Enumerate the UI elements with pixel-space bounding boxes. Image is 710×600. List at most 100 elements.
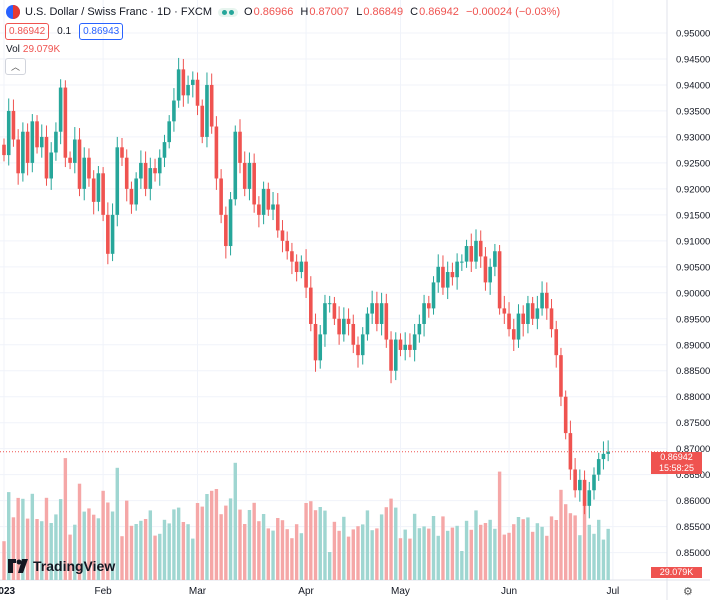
candle-body <box>323 303 327 335</box>
candle-body <box>596 459 601 475</box>
volume-bar <box>115 467 119 580</box>
volume-bar <box>436 535 440 580</box>
close-value: 0.86942 <box>419 6 459 18</box>
volume-bar <box>191 538 195 580</box>
candle-body <box>139 162 143 179</box>
volume-bar <box>394 507 398 580</box>
sell-button[interactable]: 0.86942 <box>5 23 50 40</box>
volume-bar <box>332 521 337 580</box>
candle-body <box>445 272 450 288</box>
volume-bar <box>474 510 478 580</box>
open-label: O <box>244 6 253 18</box>
collapse-legend-button[interactable]: ︿ <box>5 58 26 75</box>
volume-bar <box>460 551 464 580</box>
candle-body <box>39 136 44 148</box>
volume-bar <box>370 530 374 580</box>
volume-bar <box>483 523 488 580</box>
volume-label: Vol <box>6 44 20 55</box>
candle-body <box>540 292 544 309</box>
candle-body <box>545 292 549 309</box>
candle-body <box>502 308 507 314</box>
volume-bar <box>285 529 289 580</box>
trade-panel: 0.86942 0.1 0.86943 <box>5 23 124 40</box>
last-price-tag: 0.86942 15:58:25 <box>651 452 702 474</box>
candle-body <box>205 84 209 137</box>
y-tick-label: 0.92000 <box>676 184 710 195</box>
buy-button[interactable]: 0.86943 <box>79 23 124 40</box>
volume-bar <box>257 521 261 580</box>
volume-bar <box>106 502 110 580</box>
volume-bar <box>261 514 266 580</box>
volume-bar <box>176 507 181 580</box>
volume-bar <box>384 507 389 580</box>
y-tick-label: 0.88000 <box>676 392 710 403</box>
volume-bar <box>143 519 148 580</box>
volume-bar <box>243 524 247 580</box>
candle-body <box>134 178 138 205</box>
volume-bar <box>512 524 516 580</box>
candle-body <box>601 453 606 460</box>
volume-bar <box>597 519 601 580</box>
settings-gear-icon[interactable]: ⚙ <box>683 586 693 598</box>
volume-bar <box>280 520 285 580</box>
volume-bar <box>361 524 365 580</box>
volume-bar <box>337 530 341 580</box>
market-status-icon[interactable] <box>218 7 239 17</box>
volume-bar <box>592 533 596 580</box>
volume-bar <box>540 526 544 580</box>
y-tick-label: 0.86000 <box>676 496 710 507</box>
volume-bar <box>153 535 157 580</box>
y-tick-label: 0.89000 <box>676 340 710 351</box>
candle-body <box>309 287 313 324</box>
candle-body <box>507 313 511 330</box>
volume-bar <box>318 507 322 580</box>
candle-body <box>257 204 261 215</box>
candle-body <box>318 334 323 361</box>
volume-bar <box>431 516 436 580</box>
candle-body <box>427 303 431 309</box>
candle-body <box>209 84 214 127</box>
volume-bar <box>606 528 610 580</box>
volume-bar <box>35 519 39 580</box>
volume-bar <box>44 497 49 580</box>
volume-bar <box>125 500 129 580</box>
y-tick-label: 0.89500 <box>676 314 710 325</box>
volume-bar <box>148 510 153 580</box>
volume-bars <box>2 458 610 580</box>
candle-body <box>478 240 483 257</box>
volume-bar <box>356 526 360 580</box>
candle-body <box>101 173 105 215</box>
volume-bar <box>479 524 483 580</box>
volume-bar <box>162 519 167 580</box>
volume-bar <box>276 518 280 580</box>
candle-body <box>342 318 346 335</box>
candle-body <box>49 152 53 179</box>
candle-body <box>375 303 379 324</box>
candle-body <box>172 100 176 122</box>
x-tick-label: Mar <box>189 586 207 597</box>
volume-bar <box>375 528 379 580</box>
candle-body <box>106 214 110 254</box>
y-tick-label: 0.90500 <box>676 262 710 273</box>
candle-body <box>252 162 256 205</box>
candle-body <box>162 142 167 158</box>
candle-body <box>450 272 455 278</box>
candle-body <box>30 121 35 163</box>
volume-bar <box>25 518 30 580</box>
candle-body <box>327 303 332 305</box>
y-tick-label: 0.93000 <box>676 132 710 143</box>
volume-bar <box>63 458 68 580</box>
candle-body <box>91 178 96 202</box>
volume-bar <box>247 510 252 580</box>
volume-bar <box>412 513 417 580</box>
volume-bar <box>464 520 469 580</box>
volume-bar <box>516 517 521 580</box>
volume-bar <box>587 524 591 580</box>
symbol-title[interactable]: U.S. Dollar / Swiss Franc · 1D · FXCM <box>25 6 213 18</box>
tradingview-logo: TradingView <box>8 558 115 574</box>
volume-bar <box>408 538 412 580</box>
candle-body <box>148 168 153 189</box>
candle-body <box>35 121 39 148</box>
candles <box>2 57 610 519</box>
